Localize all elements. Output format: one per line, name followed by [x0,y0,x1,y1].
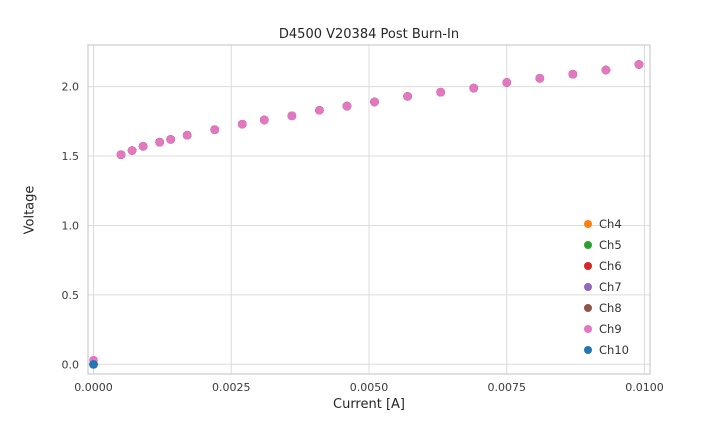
data-point-ch9 [287,111,297,121]
data-point-ch9 [568,69,578,79]
legend-label-ch4: Ch4 [599,217,622,231]
data-point-ch9 [127,146,137,155]
chart-title: D4500 V20384 Post Burn-In [278,27,460,42]
plot-border [87,44,651,375]
y-tick-label: 2.0 [62,81,80,94]
data-point-ch9 [166,135,175,144]
data-point-ch9 [210,125,220,134]
data-point-ch9 [535,74,545,83]
x-tick-label: 0.0025 [212,381,251,394]
x-axis-label: Current [A] [333,397,405,412]
data-point-ch9 [155,137,164,147]
data-point-ch9 [502,78,512,87]
data-point-ch9 [315,105,324,115]
legend-label-ch6: Ch6 [599,259,622,273]
y-tick-label: 0.5 [62,289,80,302]
x-tick-label: 0.0000 [74,381,113,394]
data-point-ch9 [342,101,352,111]
legend-marker-ch8 [584,304,592,312]
data-point-ch9 [138,142,148,151]
legend-marker-ch9 [584,325,592,333]
data-point-ch9 [260,115,269,125]
legend-label-ch7: Ch7 [599,280,622,294]
y-axis-label: Voltage [22,185,38,235]
x-tick-label: 0.0100 [625,381,664,394]
data-point-ch9 [182,130,192,140]
y-tick-label: 1.5 [62,150,80,163]
y-tick-label: 0.0 [62,358,80,371]
legend-marker-ch6 [584,262,592,270]
data-point-ch9 [634,60,644,69]
legend-label-ch5: Ch5 [599,238,622,252]
legend-label-ch8: Ch8 [599,301,622,315]
data-point-ch9 [370,97,379,107]
legend-marker-ch5 [584,241,592,249]
data-point-ch9 [469,83,478,93]
x-tick-label: 0.0050 [350,381,389,394]
legend-marker-ch7 [584,283,592,291]
legend-marker-ch10 [584,346,592,354]
y-tick-label: 1.0 [62,219,80,232]
legend-marker-ch4 [584,220,592,228]
legend-label-ch10: Ch10 [599,343,629,357]
data-point-ch9 [601,65,611,75]
data-point-ch9 [436,87,445,97]
data-point-ch10 [89,359,98,369]
data-point-ch9 [403,92,412,101]
data-point-ch9 [116,150,126,159]
data-point-ch9 [237,119,247,129]
legend-label-ch9: Ch9 [599,322,622,336]
x-tick-label: 0.0075 [487,381,526,394]
